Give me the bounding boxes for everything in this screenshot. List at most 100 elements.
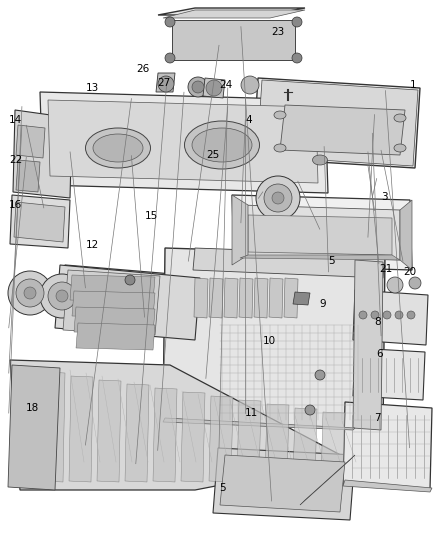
Circle shape	[272, 192, 284, 204]
Polygon shape	[163, 248, 385, 430]
Polygon shape	[353, 348, 425, 400]
Text: 18: 18	[26, 403, 39, 413]
Circle shape	[292, 53, 302, 63]
Polygon shape	[69, 376, 93, 482]
Text: 26: 26	[136, 64, 149, 74]
Text: 5: 5	[328, 256, 335, 266]
Text: 3: 3	[381, 192, 388, 202]
Polygon shape	[265, 404, 289, 482]
Polygon shape	[72, 291, 155, 318]
Circle shape	[305, 405, 315, 415]
Text: 5: 5	[219, 483, 226, 492]
Polygon shape	[70, 275, 155, 302]
Polygon shape	[253, 78, 420, 168]
Text: 25: 25	[206, 150, 219, 159]
Text: 10: 10	[263, 336, 276, 346]
Polygon shape	[280, 105, 405, 155]
Text: 16: 16	[9, 200, 22, 210]
Polygon shape	[40, 92, 328, 193]
Polygon shape	[163, 10, 305, 18]
Polygon shape	[293, 408, 317, 482]
Text: 20: 20	[403, 267, 416, 277]
Ellipse shape	[274, 144, 286, 152]
Polygon shape	[13, 110, 72, 198]
Polygon shape	[74, 307, 155, 334]
Polygon shape	[76, 323, 155, 350]
Text: 11: 11	[245, 408, 258, 418]
Polygon shape	[209, 396, 233, 482]
Polygon shape	[224, 278, 238, 318]
Polygon shape	[269, 278, 283, 318]
Polygon shape	[239, 278, 253, 318]
Ellipse shape	[394, 144, 406, 152]
Polygon shape	[284, 278, 298, 318]
Circle shape	[40, 274, 84, 318]
Polygon shape	[172, 20, 295, 60]
Polygon shape	[300, 455, 355, 505]
Ellipse shape	[274, 111, 286, 119]
Polygon shape	[16, 160, 40, 192]
Polygon shape	[353, 260, 383, 430]
Circle shape	[315, 370, 325, 380]
Text: 27: 27	[158, 78, 171, 87]
Circle shape	[188, 77, 208, 97]
Circle shape	[192, 81, 204, 93]
Text: 21: 21	[379, 264, 392, 274]
Polygon shape	[10, 360, 350, 490]
Ellipse shape	[312, 155, 328, 165]
Ellipse shape	[394, 114, 406, 122]
Polygon shape	[10, 195, 70, 248]
Polygon shape	[14, 202, 65, 242]
Polygon shape	[209, 278, 223, 318]
Polygon shape	[125, 384, 149, 482]
Circle shape	[407, 311, 415, 319]
Polygon shape	[181, 392, 205, 482]
Polygon shape	[240, 255, 400, 260]
Circle shape	[125, 275, 135, 285]
Polygon shape	[193, 248, 385, 278]
Text: 7: 7	[374, 414, 381, 423]
Text: 4: 4	[245, 115, 252, 125]
Polygon shape	[156, 73, 175, 92]
Polygon shape	[321, 412, 345, 482]
Circle shape	[16, 279, 44, 307]
Polygon shape	[400, 200, 412, 270]
Circle shape	[359, 311, 367, 319]
Circle shape	[409, 277, 421, 289]
Circle shape	[395, 311, 403, 319]
Polygon shape	[8, 365, 60, 490]
Ellipse shape	[184, 121, 259, 169]
Circle shape	[292, 17, 302, 27]
Polygon shape	[213, 448, 355, 520]
Ellipse shape	[192, 128, 252, 162]
Circle shape	[383, 311, 391, 319]
Polygon shape	[237, 400, 261, 482]
Polygon shape	[203, 78, 225, 98]
Polygon shape	[153, 388, 177, 482]
Polygon shape	[163, 418, 355, 430]
Polygon shape	[13, 368, 37, 482]
Polygon shape	[60, 265, 220, 340]
Circle shape	[264, 184, 292, 212]
Polygon shape	[232, 195, 248, 265]
Polygon shape	[194, 278, 208, 318]
Polygon shape	[343, 402, 432, 490]
Polygon shape	[293, 292, 310, 305]
Text: 8: 8	[374, 318, 381, 327]
Polygon shape	[353, 290, 428, 345]
Polygon shape	[248, 215, 392, 255]
Circle shape	[387, 277, 403, 293]
Text: 1: 1	[410, 80, 416, 90]
Polygon shape	[232, 195, 412, 270]
Circle shape	[8, 271, 52, 315]
Polygon shape	[48, 100, 318, 183]
Circle shape	[206, 80, 222, 96]
Text: 22: 22	[9, 155, 22, 165]
Text: 6: 6	[377, 350, 383, 359]
Circle shape	[256, 176, 300, 220]
Text: 23: 23	[272, 27, 285, 37]
Polygon shape	[240, 205, 400, 260]
Circle shape	[165, 53, 175, 63]
Circle shape	[56, 290, 68, 302]
Text: 15: 15	[145, 211, 158, 221]
